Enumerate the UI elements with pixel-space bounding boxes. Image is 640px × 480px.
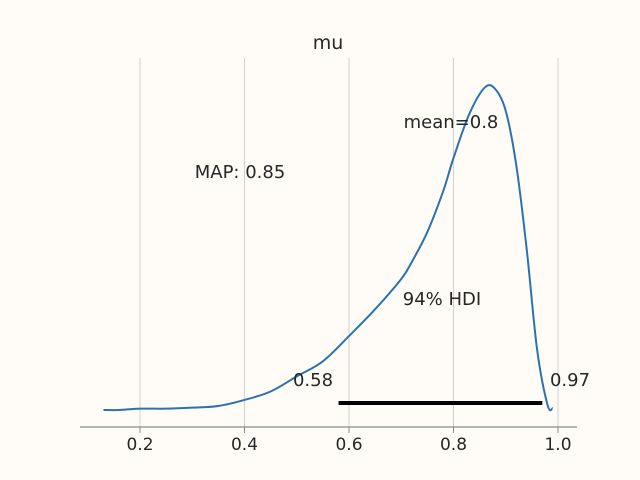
x-axis-ticks: 0.2 0.4 0.6 0.8 1.0 bbox=[126, 427, 572, 455]
grid-lines bbox=[139, 58, 559, 427]
chart-title: mu bbox=[313, 32, 344, 54]
x-tick-label: 0.4 bbox=[231, 435, 258, 455]
mean-annotation: mean=0.8 bbox=[404, 112, 499, 133]
x-tick-label: 0.8 bbox=[440, 435, 467, 455]
density-curve bbox=[103, 84, 554, 412]
x-tick-label: 0.6 bbox=[335, 435, 362, 455]
hdi-high-label: 0.97 bbox=[550, 370, 590, 391]
hdi-low-label: 0.58 bbox=[293, 370, 333, 391]
x-tick-label: 0.2 bbox=[126, 435, 153, 455]
hdi-annotation: 94% HDI bbox=[403, 289, 481, 310]
x-tick-label: 1.0 bbox=[544, 435, 571, 455]
map-annotation: MAP: 0.85 bbox=[195, 162, 286, 183]
